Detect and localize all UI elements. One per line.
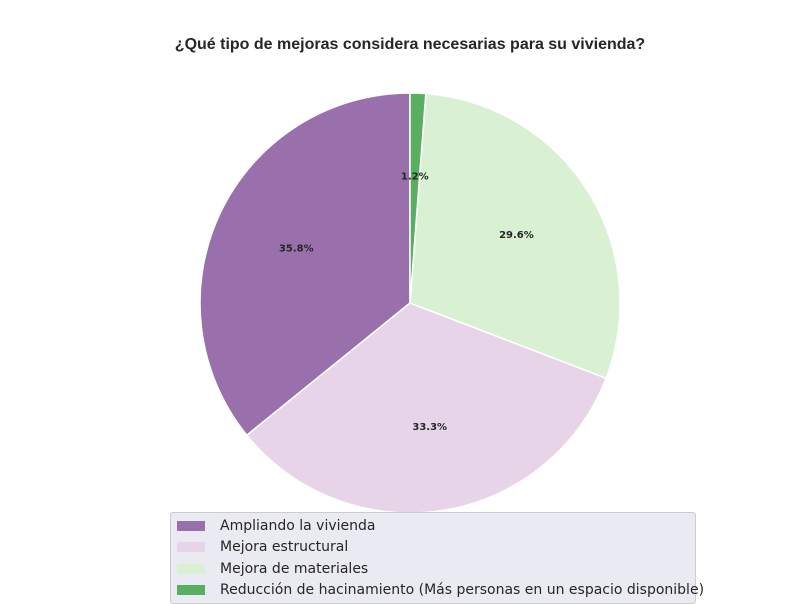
pie-percent-label-2: 29.6% [499,230,534,241]
legend-label: Mejora estructural [220,539,349,556]
legend-item-mejora-materiales: Mejora de materiales [177,558,695,580]
pie-percent-labels: 35.8% 33.3% 29.6% 1.2% [279,172,534,433]
chart-title: ¿Qué tipo de mejoras considera necesaria… [174,36,646,53]
legend-label: Ampliando la vivienda [220,517,376,534]
pie-percent-label-3: 1.2% [401,172,429,183]
legend: Ampliando la vivienda Mejora estructural… [170,512,704,604]
pie-slice-1 [246,302,607,514]
pie-slices [199,92,621,514]
legend-swatch [177,585,205,596]
pie-percent-label-0: 35.8% [279,243,314,254]
legend-item-ampliando: Ampliando la vivienda [177,515,695,537]
legend-label: Reducción de hacinamiento (Más personas … [220,582,705,599]
legend-swatch [177,542,205,553]
legend-item-mejora-estructural: Mejora estructural [177,537,695,559]
legend-item-reduccion-hacinamiento: Reducción de hacinamiento (Más personas … [177,580,704,602]
legend-swatch [177,563,205,574]
legend-label: Mejora de materiales [220,560,369,577]
pie-slice-2 [409,92,621,379]
pie-slice-0 [199,92,411,436]
legend-swatch [177,520,205,531]
pie-percent-label-1: 33.3% [412,422,447,433]
pie-slice-3 [409,92,427,304]
